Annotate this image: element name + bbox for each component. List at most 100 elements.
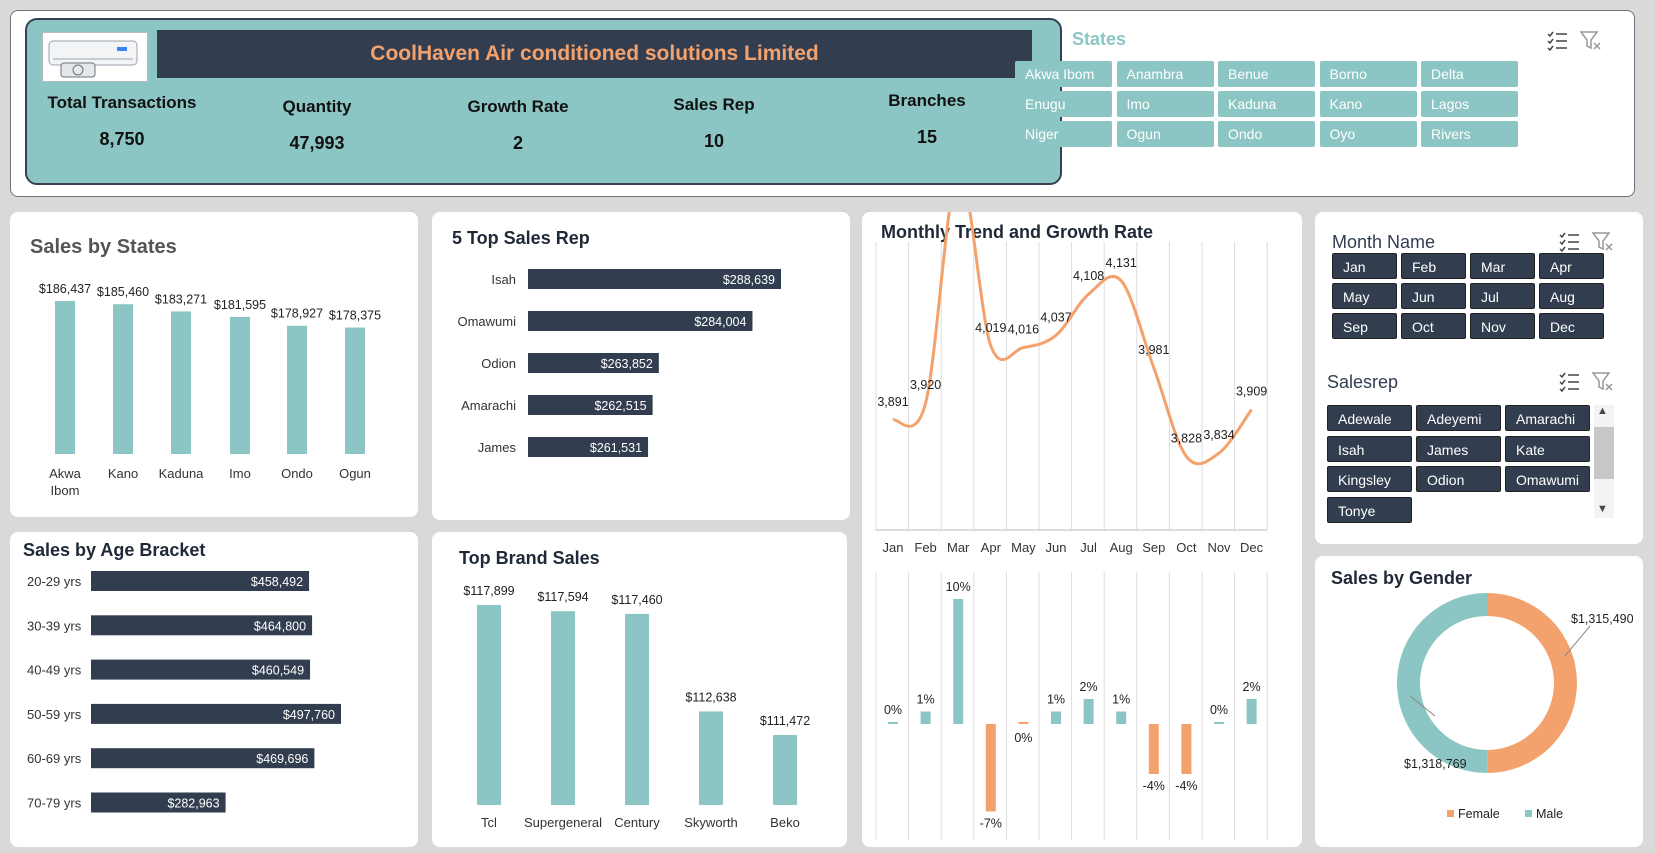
chart-title: 5 Top Sales Rep (452, 228, 590, 248)
slicer-item-aug[interactable]: Aug (1539, 283, 1604, 309)
slicer-item-adewale[interactable]: Adewale (1327, 405, 1412, 431)
slicer-item-kate[interactable]: Kate (1505, 435, 1590, 462)
multi-select-icon[interactable] (1546, 29, 1568, 51)
x-tick-label: Kano (108, 466, 138, 481)
slicer-item-dec[interactable]: Dec (1539, 313, 1604, 339)
trend-line (892, 212, 1253, 466)
x-tick-label: Jul (1080, 540, 1097, 555)
data-label: $117,594 (537, 590, 588, 604)
slicer-item-james[interactable]: James (1416, 435, 1501, 462)
x-tick-label: Jan (883, 540, 904, 555)
slicer-item-oct[interactable]: Oct (1401, 313, 1466, 339)
data-label: 0% (884, 703, 902, 717)
slicer-item-kano[interactable]: Kano (1319, 91, 1417, 117)
clear-filter-icon[interactable] (1579, 29, 1601, 51)
kpi-growth-rate: Growth Rate 2 (428, 97, 608, 154)
slicer-item-benue[interactable]: Benue (1218, 61, 1315, 87)
slicer-item-delta[interactable]: Delta (1421, 61, 1518, 87)
kpi-box: CoolHaven Air conditioned solutions Limi… (25, 18, 1062, 185)
slicer-item-borno[interactable]: Borno (1319, 61, 1417, 87)
data-label: 0% (1210, 703, 1228, 717)
x-tick-label: Aug (1110, 540, 1133, 555)
clear-filter-icon[interactable] (1591, 230, 1613, 252)
scroll-down-icon[interactable]: ▼ (1597, 503, 1608, 515)
leader-line (1409, 695, 1436, 717)
slicer-item-omawumi[interactable]: Omawumi (1505, 466, 1590, 492)
slicer-item-may[interactable]: May (1332, 283, 1397, 309)
scroll-up-icon[interactable]: ▲ (1597, 405, 1608, 417)
slicer-item-adeyemi[interactable]: Adeyemi (1416, 405, 1501, 431)
slicer-item-tonye[interactable]: Tonye (1327, 496, 1412, 523)
x-tick-label: Tcl (481, 815, 497, 830)
kpi-value: 15 (916, 127, 938, 147)
slicer-item-amarachi[interactable]: Amarachi (1505, 405, 1590, 431)
salesrep-scrollbar[interactable]: ▲ ▼ (1594, 405, 1614, 518)
x-tick-label: Ondo (281, 466, 313, 481)
chart-title: Top Brand Sales (459, 548, 600, 568)
slicer-item-jun[interactable]: Jun (1401, 283, 1466, 309)
slicer-item-isah[interactable]: Isah (1327, 435, 1412, 462)
air-conditioner-logo (42, 32, 148, 82)
slicer-item-niger[interactable]: Niger (1015, 121, 1112, 147)
data-label: 3,828 (1171, 432, 1202, 446)
data-label: -4% (1175, 779, 1197, 793)
data-label: 4,108 (1073, 269, 1104, 283)
slicer-item-lagos[interactable]: Lagos (1421, 91, 1518, 117)
scrollbar-thumb[interactable] (1594, 427, 1614, 479)
x-tick-label: Supergeneral (524, 815, 602, 830)
slicer-item-jul[interactable]: Jul (1470, 283, 1535, 309)
slicer-item-anambra[interactable]: Anambra (1116, 61, 1214, 87)
slicer-item-odion[interactable]: Odion (1416, 466, 1501, 492)
slicer-item-akwa-ibom[interactable]: Akwa Ibom (1015, 61, 1112, 87)
sales-by-states-chart: $186,437 Akwa Ibom $185,460 Kano $183,271 Kadu… (39, 282, 381, 498)
slicer-item-feb[interactable]: Feb (1401, 253, 1466, 279)
company-title: CoolHaven Air conditioned solutions Limi… (157, 30, 1032, 78)
y-tick-label: 40-49 yrs (27, 663, 82, 678)
slicer-item-oyo[interactable]: Oyo (1319, 121, 1417, 147)
leader-line (1564, 625, 1591, 657)
slicer-item-imo[interactable]: Imo (1116, 91, 1214, 117)
data-label: 1% (1112, 693, 1130, 707)
kpi-value: 8,750 (99, 129, 145, 149)
data-label: $185,460 (97, 285, 149, 299)
data-label: 3,909 (1236, 385, 1267, 399)
slicer-item-ogun[interactable]: Ogun (1116, 121, 1214, 147)
bar-30-39-yrs (91, 615, 313, 636)
x-tick-label: May (1011, 540, 1036, 555)
multi-select-icon[interactable] (1558, 230, 1580, 252)
slicer-item-kingsley[interactable]: Kingsley (1327, 466, 1412, 492)
slicer-item-enugu[interactable]: Enugu (1015, 91, 1112, 117)
data-label: 0% (1014, 731, 1032, 745)
slicer-item-ondo[interactable]: Ondo (1218, 121, 1315, 147)
x-tick-label: Skyworth (684, 815, 737, 830)
data-label: 1% (917, 693, 935, 707)
data-label: $284,004 (694, 315, 746, 329)
slicer-item-rivers[interactable]: Rivers (1421, 121, 1518, 147)
x-tick-label: Beko (770, 815, 800, 830)
multi-select-icon[interactable] (1558, 370, 1580, 392)
slicer-item-sep[interactable]: Sep (1332, 313, 1397, 339)
bar-kaduna (171, 311, 191, 454)
growth-bar-jul (1083, 699, 1094, 724)
clear-filter-icon[interactable] (1591, 370, 1613, 392)
growth-bar-aug (1116, 711, 1127, 724)
bar-60-69-yrs (91, 748, 315, 769)
data-label: 3,981 (1138, 343, 1169, 357)
top-sales-rep-chart: Isah $288,639 Omawumi $284,004 Odion $263,852… (457, 269, 781, 457)
x-tick-label: Feb (914, 540, 936, 555)
slicer-item-nov[interactable]: Nov (1470, 313, 1535, 339)
chart-title: Sales by Age Bracket (23, 540, 206, 560)
header-panel: CoolHaven Air conditioned solutions Limi… (10, 10, 1635, 197)
data-label: 4,037 (1040, 310, 1071, 324)
slicer-item-kaduna[interactable]: Kaduna (1218, 91, 1315, 117)
slicer-item-apr[interactable]: Apr (1539, 253, 1604, 279)
bar-amarachi (528, 395, 653, 415)
slicer-item-mar[interactable]: Mar (1470, 253, 1535, 279)
growth-bar-mar (953, 599, 964, 724)
slicer-item-jan[interactable]: Jan (1332, 253, 1397, 279)
data-label: $469,696 (256, 752, 308, 766)
kpi-value: 10 (703, 131, 725, 151)
bar-50-59-yrs (91, 703, 341, 724)
legend-label: Male (1536, 807, 1563, 821)
kpi-label: Total Transactions (47, 93, 197, 112)
